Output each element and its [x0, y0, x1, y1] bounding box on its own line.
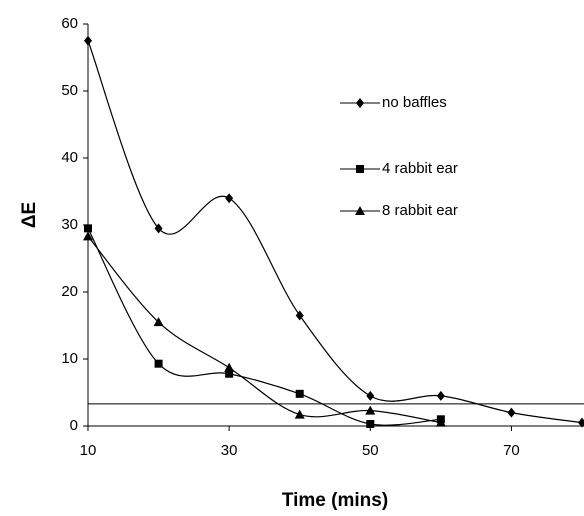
series-line — [87, 236, 441, 424]
x-tick-label: 50 — [362, 442, 379, 459]
y-tick-label: 0 — [70, 417, 78, 434]
marker — [435, 417, 446, 427]
y-tick-label: 40 — [61, 149, 78, 166]
x-tick-label: 30 — [221, 442, 238, 459]
marker — [507, 407, 516, 418]
x-tick-label: 10 — [80, 442, 97, 459]
marker — [295, 310, 304, 321]
marker — [224, 362, 235, 372]
x-tick-label: 70 — [503, 442, 520, 459]
marker — [225, 193, 234, 204]
marker — [84, 224, 92, 233]
marker — [294, 409, 305, 419]
marker — [154, 359, 163, 368]
legend-label: 8 rabbit ear — [382, 202, 458, 219]
y-tick-label: 50 — [61, 82, 78, 99]
marker — [225, 369, 234, 378]
series-line — [87, 228, 441, 426]
marker — [295, 389, 304, 398]
y-tick-label: 60 — [61, 15, 78, 32]
y-axis-title: ΔE — [19, 202, 40, 228]
marker — [355, 206, 365, 215]
marker — [578, 417, 584, 428]
marker — [436, 390, 445, 401]
marker — [356, 98, 364, 108]
marker — [153, 317, 164, 327]
y-tick-label: 10 — [61, 350, 78, 367]
legend-label: 4 rabbit ear — [382, 160, 458, 177]
x-axis-title: Time (mins) — [282, 490, 388, 511]
y-tick-label: 30 — [61, 216, 78, 233]
marker — [366, 390, 375, 401]
marker — [356, 165, 364, 173]
marker — [154, 223, 163, 234]
marker — [365, 405, 376, 415]
marker — [366, 419, 375, 428]
legend-label: no baffles — [382, 94, 447, 111]
marker — [83, 231, 93, 241]
marker — [84, 35, 92, 46]
y-tick-label: 20 — [61, 283, 78, 300]
